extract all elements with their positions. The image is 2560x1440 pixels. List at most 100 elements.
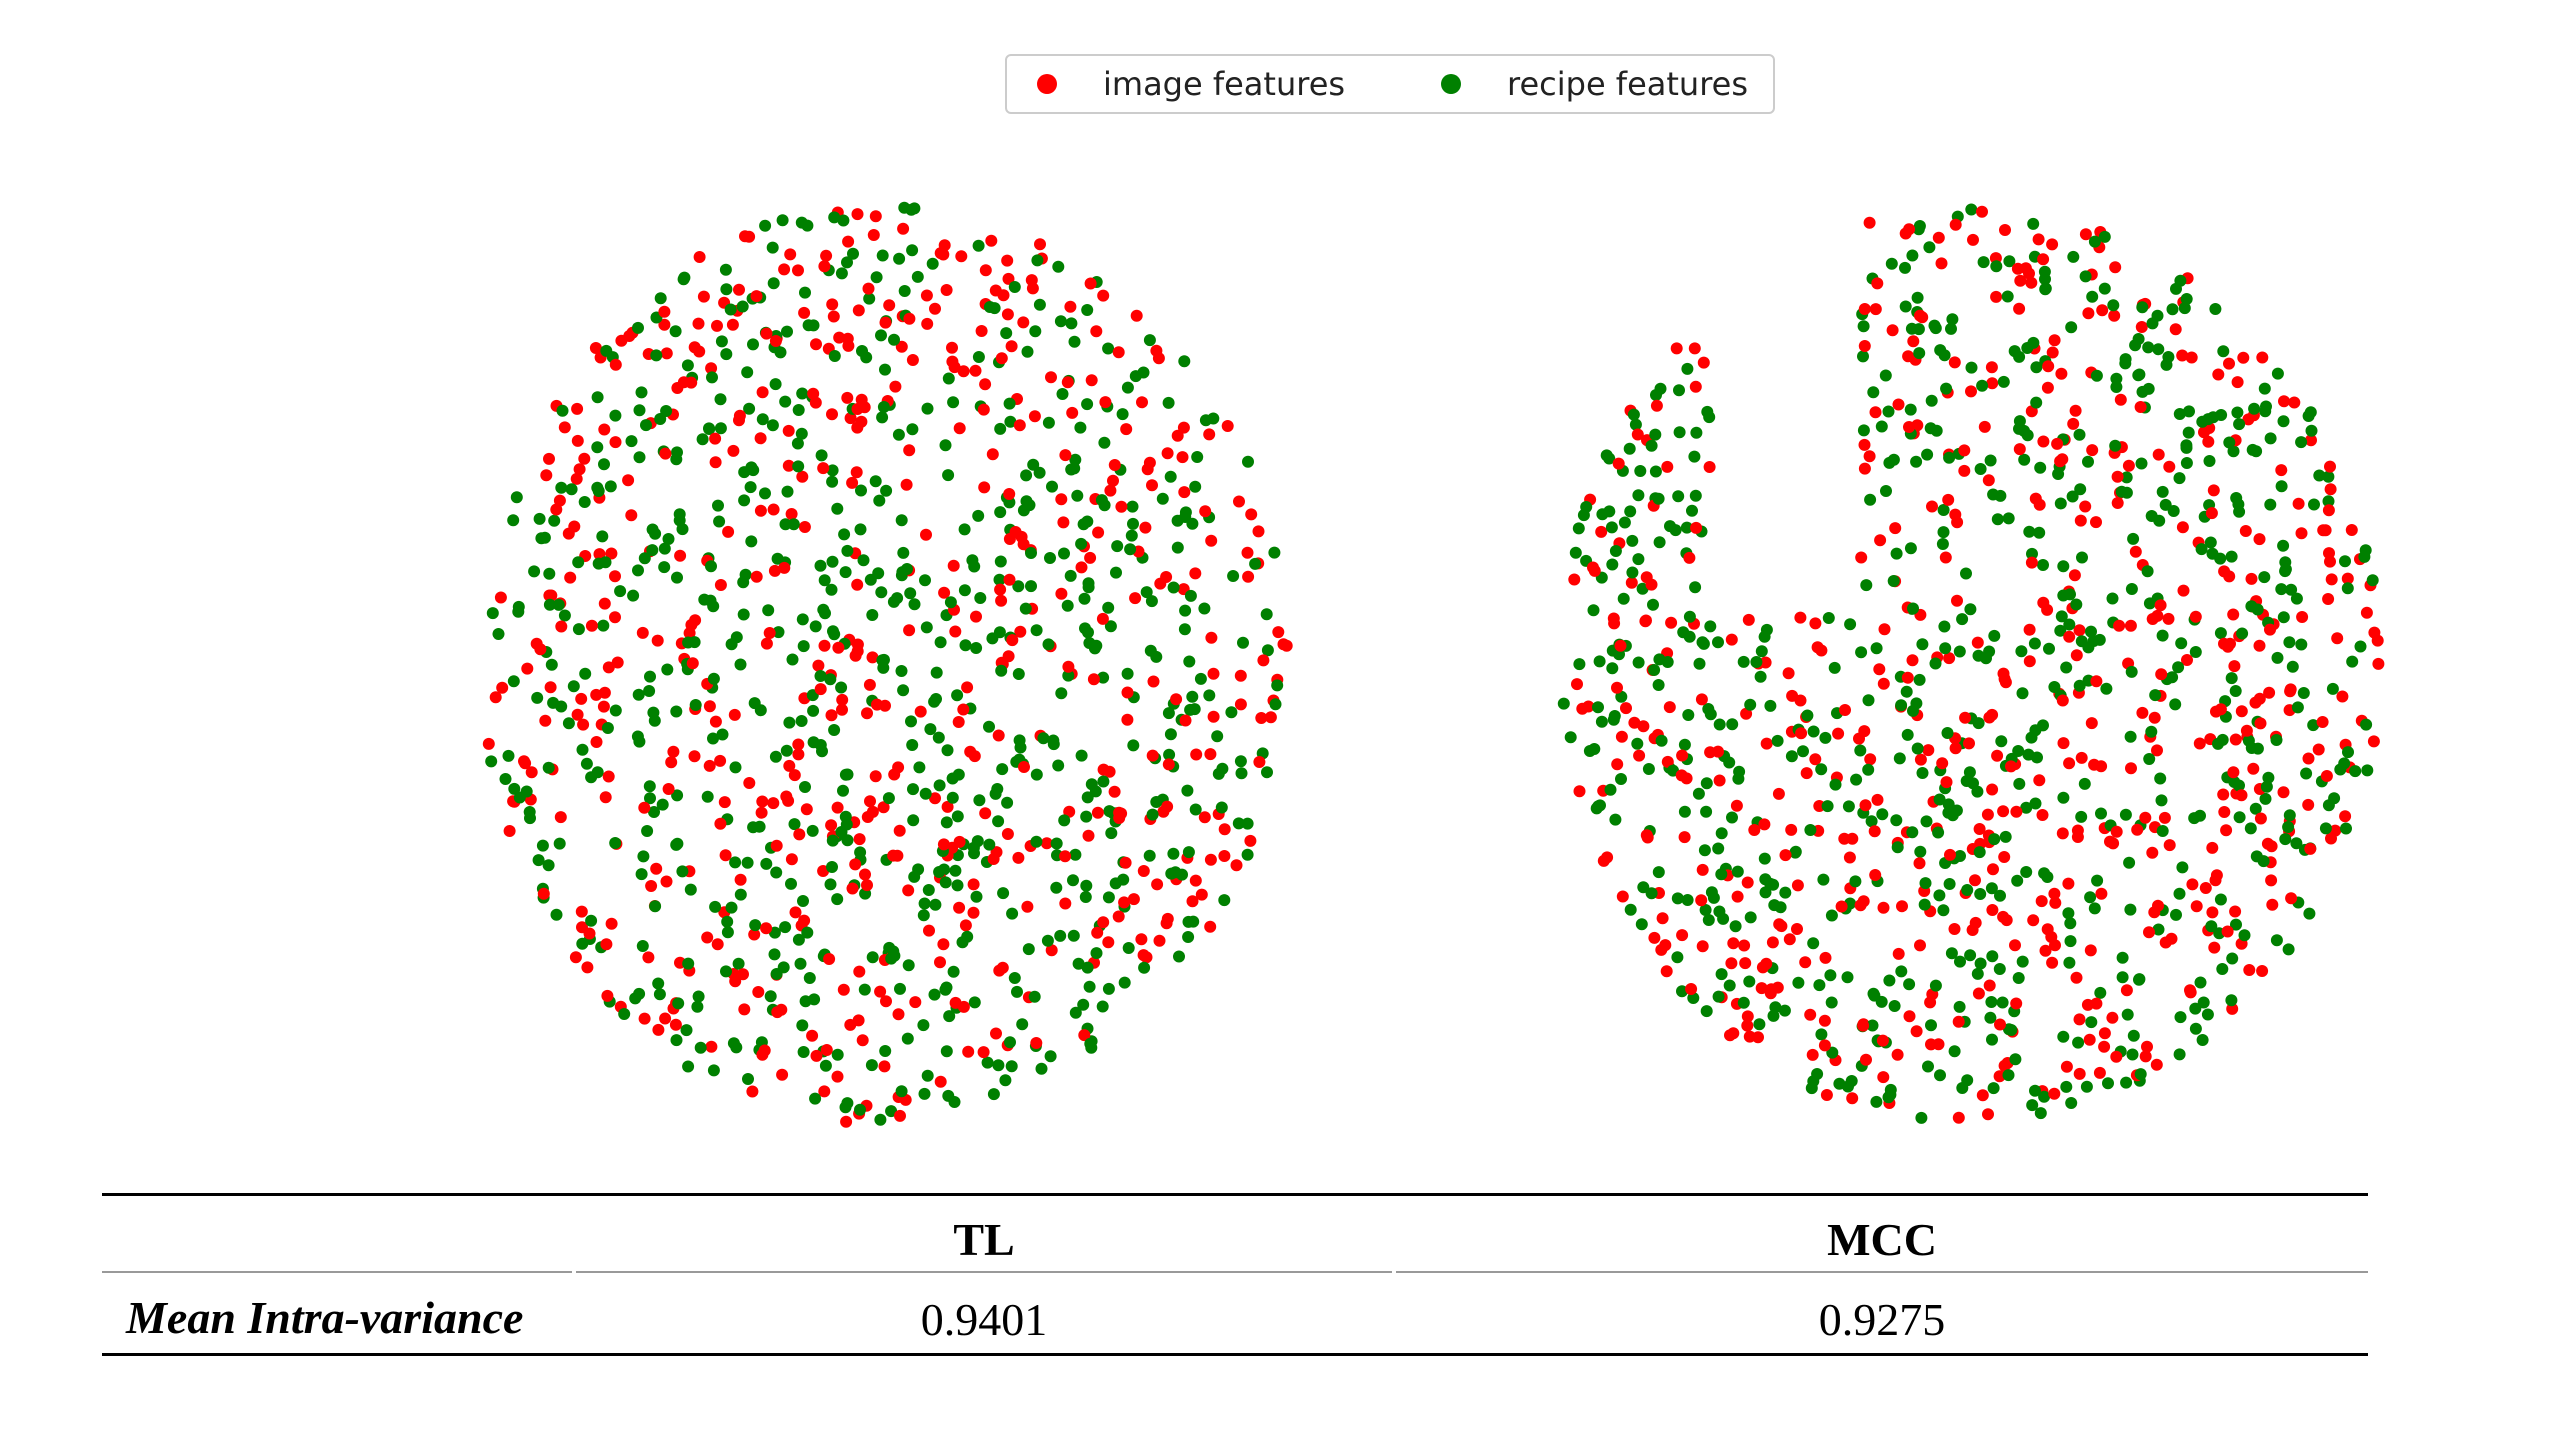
recipe-feature-point — [1925, 1019, 1937, 1032]
recipe-feature-point — [1702, 914, 1715, 926]
recipe-feature-point — [2366, 574, 2379, 587]
image-feature-point — [2302, 798, 2315, 811]
image-feature-point — [2070, 971, 2083, 984]
recipe-feature-point — [1069, 1006, 1082, 1019]
image-feature-point — [1858, 462, 1871, 475]
image-feature-point — [1819, 951, 1832, 964]
image-feature-point — [869, 770, 882, 783]
recipe-feature-point — [767, 277, 780, 290]
recipe-feature-point — [2214, 552, 2227, 565]
recipe-feature-point — [592, 485, 605, 497]
image-feature-point — [2324, 483, 2337, 496]
recipe-feature-point — [1671, 892, 1684, 905]
image-feature-point — [851, 421, 864, 434]
recipe-feature-point — [654, 292, 667, 305]
image-feature-point — [581, 961, 594, 974]
image-feature-point — [601, 989, 614, 1002]
image-feature-point — [929, 302, 941, 315]
recipe-feature-point — [769, 750, 782, 763]
image-feature-point — [937, 248, 950, 261]
recipe-feature-point — [796, 1019, 809, 1032]
recipe-feature-point — [1891, 841, 1904, 854]
recipe-feature-point — [756, 413, 769, 426]
image-feature-point — [1983, 979, 1996, 992]
recipe-feature-point — [1887, 575, 1900, 587]
image-feature-point — [2032, 233, 2045, 246]
image-feature-point — [1713, 774, 1726, 787]
recipe-feature-point — [2134, 1068, 2147, 1081]
recipe-feature-point — [502, 749, 515, 762]
image-feature-point — [1090, 325, 1103, 338]
image-feature-point — [1874, 534, 1887, 547]
recipe-feature-point — [2307, 719, 2320, 732]
recipe-feature-point — [1577, 509, 1590, 522]
recipe-feature-point — [682, 957, 695, 970]
recipe-feature-point — [1564, 731, 1577, 744]
image-feature-point — [1858, 725, 1871, 738]
image-feature-point — [1087, 673, 1100, 686]
image-feature-point — [1869, 869, 1882, 881]
image-feature-point — [602, 770, 615, 783]
image-feature-point — [2341, 572, 2354, 585]
recipe-feature-point — [995, 664, 1008, 677]
recipe-feature-point — [1652, 679, 1665, 691]
recipe-feature-point — [1953, 645, 1966, 658]
recipe-feature-point — [847, 247, 859, 260]
recipe-feature-point — [2305, 424, 2318, 437]
recipe-feature-point — [1211, 730, 1224, 743]
image-feature-point — [1195, 888, 1208, 901]
recipe-feature-point — [2180, 293, 2193, 305]
legend: image features recipe features — [1005, 54, 1775, 114]
recipe-feature-point — [2207, 411, 2220, 424]
recipe-feature-point — [721, 915, 734, 928]
image-feature-point — [1221, 420, 1234, 432]
recipe-feature-point — [486, 607, 499, 620]
recipe-feature-point — [1683, 630, 1696, 643]
recipe-feature-point — [649, 900, 662, 913]
image-feature-point — [1204, 853, 1217, 866]
image-feature-point — [599, 791, 612, 804]
recipe-feature-point — [742, 1073, 754, 1085]
recipe-feature-point — [992, 1059, 1005, 1072]
recipe-feature-point — [2109, 439, 2122, 452]
recipe-feature-point — [2152, 923, 2165, 936]
recipe-feature-point — [2201, 1008, 2214, 1021]
image-feature-point — [1661, 460, 1674, 473]
image-feature-point — [754, 432, 767, 445]
recipe-feature-point — [644, 792, 656, 805]
image-feature-point — [1595, 525, 1608, 538]
recipe-feature-point — [698, 593, 711, 606]
recipe-feature-point — [2322, 470, 2335, 483]
recipe-feature-point — [2152, 343, 2165, 356]
image-feature-point — [2278, 395, 2290, 408]
recipe-feature-point — [1870, 642, 1883, 655]
recipe-feature-point — [838, 528, 851, 541]
image-feature-point — [818, 639, 831, 652]
image-feature-point — [2218, 806, 2231, 818]
recipe-feature-point — [1096, 1000, 1109, 1013]
image-feature-point — [866, 651, 879, 664]
image-feature-point — [1892, 398, 1905, 411]
recipe-feature-point — [875, 586, 888, 599]
recipe-feature-point — [598, 458, 610, 471]
image-feature-point — [798, 521, 811, 533]
recipe-feature-point — [1234, 755, 1247, 768]
recipe-feature-point — [2226, 952, 2239, 965]
image-feature-point — [2037, 435, 2050, 448]
image-feature-point — [1650, 399, 1663, 412]
image-feature-point — [571, 434, 584, 447]
image-feature-point — [2345, 524, 2358, 536]
image-feature-point — [1785, 823, 1798, 836]
recipe-feature-point — [2291, 701, 2304, 714]
recipe-feature-point — [1097, 775, 1110, 788]
image-feature-point — [948, 361, 961, 374]
recipe-feature-point — [2251, 603, 2264, 616]
image-feature-point — [1161, 447, 1174, 460]
recipe-feature-point — [2026, 547, 2038, 560]
image-feature-point — [703, 700, 716, 713]
recipe-feature-point — [1624, 903, 1637, 916]
recipe-feature-point — [1933, 889, 1946, 902]
image-feature-point — [756, 386, 769, 399]
image-feature-point — [2005, 760, 2017, 773]
image-feature-point — [2070, 649, 2083, 662]
